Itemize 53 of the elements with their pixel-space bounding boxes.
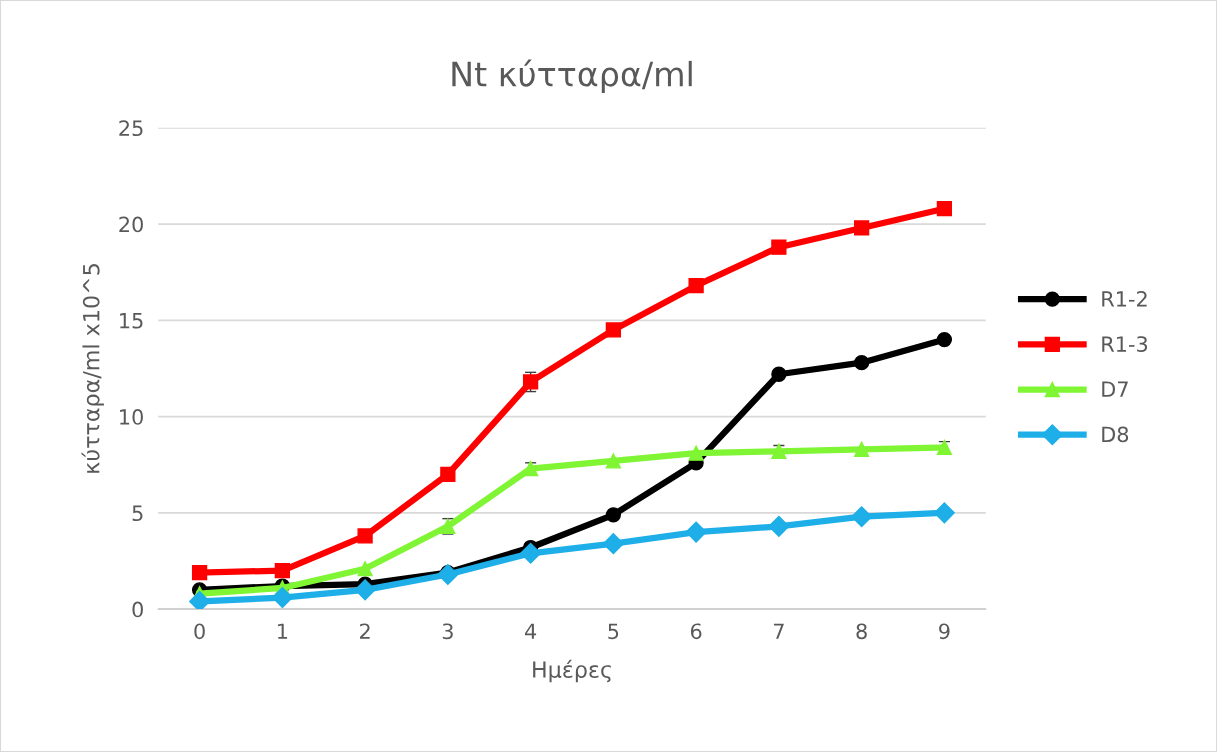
point [274, 562, 290, 579]
point [520, 542, 542, 564]
point [357, 528, 373, 544]
legend-label: R1-3 [1102, 336, 1148, 352]
legend-label: D8 [1102, 426, 1129, 443]
x-tick-label: 2 [360, 623, 370, 639]
point [685, 521, 707, 543]
x-tick-label: 4 [525, 623, 537, 639]
x-axis-title: Ημέρες [533, 659, 611, 683]
x-tick-label: 7 [773, 623, 784, 639]
point [191, 564, 208, 581]
point [768, 515, 790, 537]
point [605, 322, 622, 338]
y-tick-label: 5 [132, 505, 143, 522]
point [688, 278, 704, 294]
x-tick-label: 6 [690, 623, 702, 640]
point [853, 441, 870, 457]
point [189, 590, 211, 610]
point [605, 507, 622, 523]
point [853, 220, 870, 236]
point [437, 563, 459, 585]
legend-label: R1-2 [1102, 291, 1147, 307]
y-tick-label: 0 [132, 601, 143, 618]
chart-title: Nt κύτταρα/ml [452, 59, 692, 94]
y-tick-label: 15 [120, 313, 143, 329]
x-tick-label: 8 [856, 623, 867, 640]
point [271, 587, 293, 609]
y-axis-title: κύτταρα/ml x10^5 [81, 264, 104, 473]
point [354, 579, 376, 601]
y-tick-label: 25 [119, 120, 143, 137]
point [771, 239, 787, 255]
x-tick-label: 9 [939, 623, 950, 640]
point [440, 466, 456, 483]
point [851, 506, 873, 528]
point [936, 331, 953, 348]
point [933, 502, 955, 524]
point [853, 355, 870, 371]
point [357, 561, 373, 577]
point [605, 453, 622, 469]
legend-label: D7 [1102, 381, 1128, 397]
point [602, 533, 624, 555]
x-tick-label: 5 [608, 623, 619, 640]
x-tick-label: 0 [194, 623, 205, 640]
x-tick-label: 3 [442, 623, 453, 640]
point [522, 460, 539, 477]
point [771, 366, 787, 382]
point [688, 445, 704, 461]
y-tick-label: 10 [120, 409, 143, 425]
y-tick-label: 20 [119, 216, 143, 233]
x-tick-label: 1 [278, 623, 288, 639]
point [936, 201, 953, 217]
point [771, 443, 787, 459]
point [936, 439, 953, 456]
